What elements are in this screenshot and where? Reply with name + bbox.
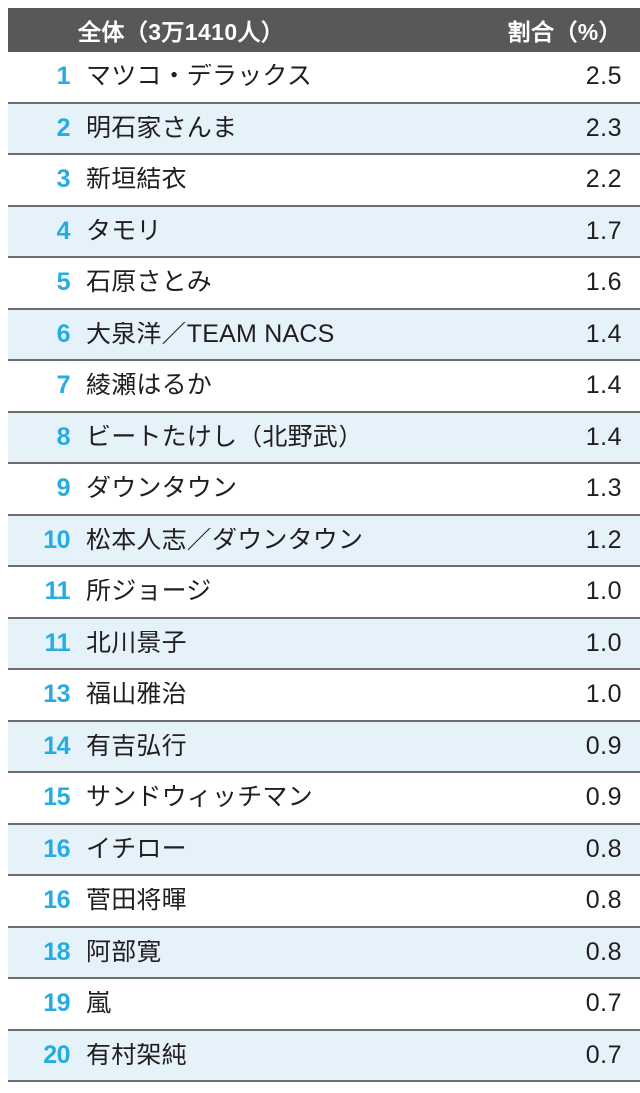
entry-name: 大泉洋／TEAM NACS	[86, 321, 335, 347]
rank-number: 4	[56, 216, 71, 245]
entry-name: イチロー	[86, 836, 187, 862]
table-row: 1 マツコ・デラックス 2.5	[8, 52, 640, 104]
entry-percentage: 0.8	[585, 886, 622, 915]
entry-name: 明石家さんま	[86, 115, 238, 141]
table-row: 9 ダウンタウン 1.3	[8, 464, 640, 516]
rank-number: 8	[56, 422, 71, 451]
table-row: 3 新垣結衣 2.2	[8, 155, 640, 207]
table-row: 18 阿部寛 0.8	[8, 927, 640, 979]
entry-name: 石原さとみ	[86, 270, 213, 296]
table-row: 11 所ジョージ 1.0	[8, 567, 640, 619]
rank-number: 16	[43, 886, 70, 915]
entry-percentage: 1.7	[585, 216, 622, 245]
entry-percentage: 0.7	[585, 989, 622, 1018]
entry-name: 北川景子	[86, 630, 187, 656]
rank-number: 10	[43, 525, 70, 554]
entry-name: 有村架純	[86, 1042, 187, 1068]
table-row: 16 菅田将暉 0.8	[8, 876, 640, 928]
rank-number: 20	[43, 1040, 70, 1069]
entry-percentage: 1.4	[585, 422, 622, 451]
entry-percentage: 1.6	[585, 268, 622, 297]
entry-percentage: 1.0	[585, 577, 622, 606]
ranking-table: 全体（3万1410人） 割合（%） 1 マツコ・デラックス 2.5 2 明石家さんま 2.…	[0, 8, 640, 1093]
rank-number: 18	[43, 937, 70, 966]
table-row: 13 福山雅治 1.0	[8, 670, 640, 722]
entry-percentage: 0.8	[585, 834, 622, 863]
header-ratio-label: 割合（%）	[507, 19, 622, 45]
rank-number: 15	[43, 783, 70, 812]
table-row: 7 綾瀬はるか 1.4	[8, 361, 640, 413]
rank-number: 19	[43, 989, 70, 1018]
entry-percentage: 1.2	[585, 525, 622, 554]
table-row: 19 嵐 0.7	[8, 979, 640, 1031]
entry-name: 嵐	[86, 991, 112, 1017]
table-header: 全体（3万1410人） 割合（%）	[8, 8, 640, 52]
table-row: 10 松本人志／ダウンタウン 1.2	[8, 515, 640, 567]
table-row: 20 有村架純 0.7	[8, 1030, 640, 1082]
ranking-rows: 1 マツコ・デラックス 2.5 2 明石家さんま 2.3 3 新垣結衣 2.2 4 タモリ 1.7 5 石…	[8, 52, 640, 1082]
rank-number: 13	[43, 680, 70, 709]
entry-name: 阿部寛	[86, 939, 162, 965]
entry-percentage: 1.4	[585, 319, 622, 348]
table-row: 14 有吉弘行 0.9	[8, 721, 640, 773]
entry-percentage: 2.3	[585, 113, 622, 142]
rank-number: 5	[56, 268, 71, 297]
entry-percentage: 2.5	[585, 62, 622, 91]
table-row: 4 タモリ 1.7	[8, 206, 640, 258]
entry-name: ダウンタウン	[86, 476, 238, 502]
entry-name: 所ジョージ	[86, 579, 212, 605]
entry-percentage: 2.2	[585, 165, 622, 194]
entry-name: 新垣結衣	[86, 167, 187, 193]
rank-number: 3	[56, 165, 71, 194]
table-row: 8 ビートたけし（北野武） 1.4	[8, 412, 640, 464]
table-row: 15 サンドウィッチマン 0.9	[8, 773, 640, 825]
entry-name: 菅田将暉	[86, 888, 187, 914]
entry-name: 福山雅治	[86, 682, 187, 708]
table-row: 16 イチロー 0.8	[8, 824, 640, 876]
entry-percentage: 0.9	[585, 731, 622, 760]
table-row: 2 明石家さんま 2.3	[8, 103, 640, 155]
rank-number: 11	[44, 577, 71, 606]
entry-name: 松本人志／ダウンタウン	[86, 527, 364, 553]
entry-name: 綾瀬はるか	[86, 373, 213, 399]
entry-name: 有吉弘行	[86, 733, 187, 759]
rank-number: 6	[56, 319, 71, 348]
rank-number: 14	[43, 731, 70, 760]
entry-percentage: 0.8	[585, 937, 622, 966]
table-row: 6 大泉洋／TEAM NACS 1.4	[8, 309, 640, 361]
entry-percentage: 0.7	[585, 1040, 622, 1069]
header-total-label: 全体（3万1410人）	[78, 19, 285, 45]
rank-number: 11	[44, 628, 71, 657]
rank-number: 2	[56, 113, 71, 142]
entry-percentage: 1.0	[585, 628, 622, 657]
rank-number: 9	[56, 474, 71, 503]
entry-name: マツコ・デラックス	[86, 64, 313, 90]
table-row: 11 北川景子 1.0	[8, 618, 640, 670]
table-row: 5 石原さとみ 1.6	[8, 258, 640, 310]
entry-name: タモリ	[86, 218, 162, 244]
entry-percentage: 0.9	[585, 783, 622, 812]
entry-percentage: 1.3	[585, 474, 622, 503]
entry-name: サンドウィッチマン	[86, 785, 313, 811]
rank-number: 7	[56, 371, 71, 400]
rank-number: 16	[43, 834, 70, 863]
entry-name: ビートたけし（北野武）	[86, 424, 364, 450]
entry-percentage: 1.0	[585, 680, 622, 709]
rank-number: 1	[56, 62, 71, 91]
entry-percentage: 1.4	[585, 371, 622, 400]
